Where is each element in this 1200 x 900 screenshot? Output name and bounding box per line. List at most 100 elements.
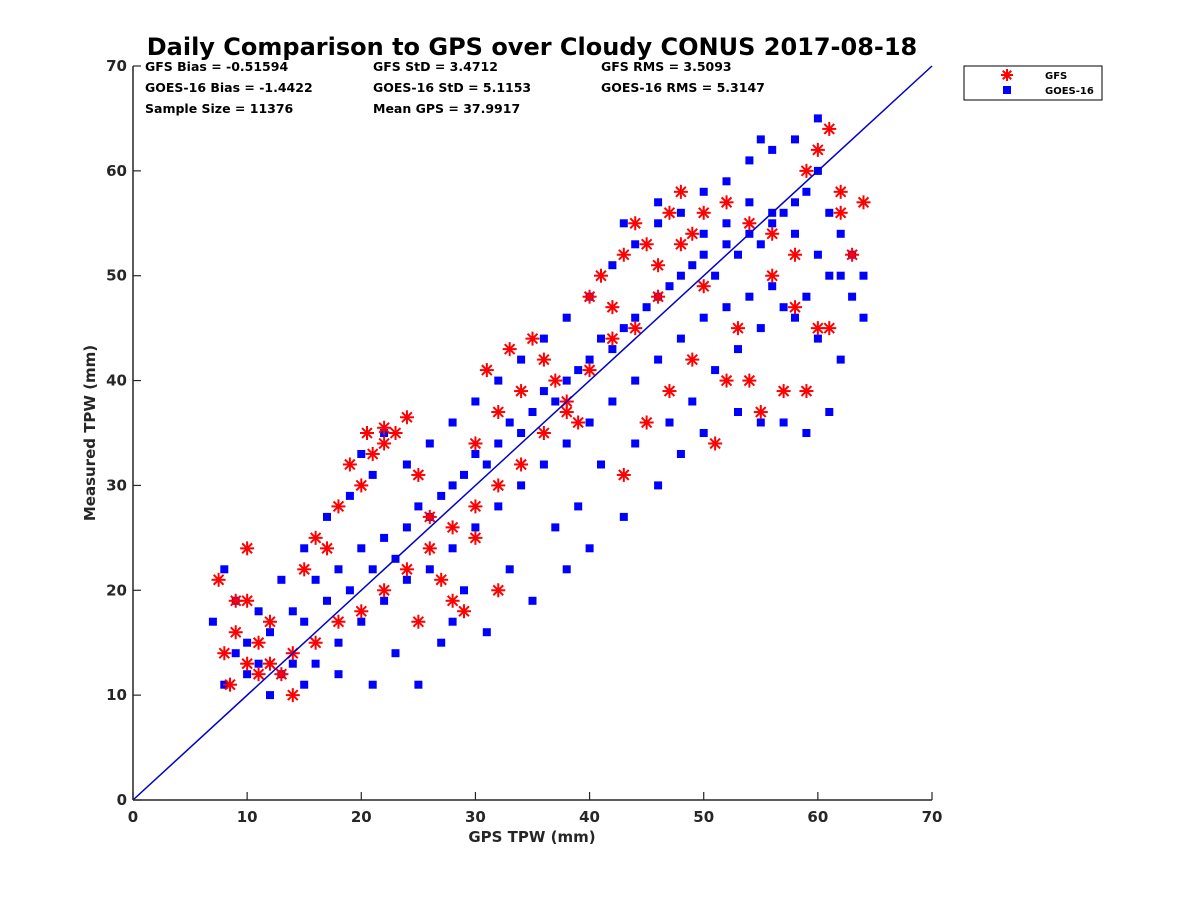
goes16-point <box>482 460 491 469</box>
goes16-point <box>539 387 548 396</box>
goes16-point <box>631 313 640 322</box>
gfs-point <box>399 410 414 425</box>
stats-block: GFS Bias = -0.51594 GFS StD = 3.4712 GFS… <box>145 59 765 116</box>
gfs-point <box>536 352 551 367</box>
goes16-point <box>688 397 697 406</box>
goes16-point <box>745 198 754 207</box>
gfs-point <box>605 331 620 346</box>
gfs-point <box>822 121 837 136</box>
gfs-point <box>377 436 392 451</box>
gfs-point <box>593 268 608 283</box>
goes16-point <box>756 324 765 333</box>
gfs-point <box>240 656 255 671</box>
gfs-point <box>262 656 277 671</box>
gfs-point <box>765 268 780 283</box>
goes16-point <box>836 271 845 280</box>
stat-goes16-bias: GOES-16 Bias = -1.4422 <box>145 80 313 95</box>
x-tick-label: 60 <box>807 808 828 826</box>
y-tick-label: 0 <box>117 791 127 809</box>
gfs-point <box>628 321 643 336</box>
gfs-point <box>730 321 745 336</box>
stat-gfs-bias: GFS Bias = -0.51594 <box>145 59 288 74</box>
goes16-point <box>597 334 605 343</box>
goes16-point <box>825 408 834 416</box>
goes16-point <box>528 596 537 605</box>
gfs-point <box>673 184 688 199</box>
goes16-point <box>756 418 765 427</box>
goes16-point <box>654 355 663 364</box>
plot-area <box>132 65 933 801</box>
gfs-point <box>411 467 426 482</box>
goes16-point <box>494 502 503 511</box>
goes16-point <box>391 649 400 658</box>
goes16-point <box>288 607 297 616</box>
y-tick-label: 60 <box>106 162 127 180</box>
goes16-point <box>562 313 571 322</box>
goes16-point <box>494 439 503 448</box>
goes16-point <box>791 229 799 238</box>
goes16-point <box>585 418 594 427</box>
y-axis-label: Measured TPW (mm) <box>81 345 99 521</box>
x-tick-label: 50 <box>693 808 714 826</box>
gfs-point <box>411 614 426 629</box>
gfs-point <box>639 415 654 430</box>
legend-goes16-label: GOES-16 <box>1045 86 1094 97</box>
goes16-point <box>482 628 491 637</box>
stat-goes16-std: GOES-16 StD = 5.1153 <box>373 80 531 95</box>
gfs-point <box>217 646 232 661</box>
gfs-point <box>388 426 403 440</box>
gfs-point <box>810 142 825 157</box>
goes16-point <box>734 408 742 416</box>
gfs-point <box>422 509 437 524</box>
goes16-point <box>562 439 571 448</box>
goes16-point <box>448 544 457 553</box>
goes16-point <box>699 187 708 196</box>
gfs-point <box>559 405 574 420</box>
goes16-point <box>711 366 720 375</box>
gfs-point <box>582 289 597 304</box>
goes16-point <box>813 114 822 123</box>
goes16-point <box>654 198 663 207</box>
gfs-point <box>365 446 380 461</box>
goes16-point <box>619 219 628 228</box>
gfs-point <box>548 373 563 388</box>
gfs-point <box>491 405 506 420</box>
goes16-point <box>243 638 252 647</box>
goes16-point <box>585 544 594 553</box>
gfs-point <box>696 205 711 220</box>
gfs-point <box>651 258 666 273</box>
gfs-point <box>331 614 346 629</box>
goes16-point <box>460 470 468 479</box>
gfs-point <box>639 237 654 252</box>
gfs-point <box>377 583 392 598</box>
goes16-point <box>688 261 697 270</box>
goes16-point <box>676 450 685 458</box>
goes16-point <box>791 135 799 144</box>
goes16-point <box>402 460 411 469</box>
x-tick-label: 0 <box>128 808 138 826</box>
goes16-point <box>311 659 320 668</box>
goes16-point <box>836 229 845 238</box>
goes16-point <box>220 565 229 574</box>
goes16-point <box>802 187 811 196</box>
gfs-point <box>662 384 677 399</box>
goes16-point <box>254 607 263 616</box>
goes16-point <box>631 240 640 249</box>
goes16-point <box>437 491 446 500</box>
goes16-point <box>619 324 628 333</box>
gfs-point <box>434 572 449 587</box>
goes16-point <box>243 670 252 679</box>
gfs-point <box>320 541 335 556</box>
stat-sample-size: Sample Size = 11376 <box>145 101 294 116</box>
goes16-point <box>779 208 788 217</box>
gfs-point <box>845 247 860 262</box>
goes16-point <box>654 481 663 490</box>
gfs-point <box>274 667 289 682</box>
goes16-point <box>699 250 708 259</box>
goes16-point <box>665 282 674 291</box>
goes16-point <box>699 429 708 437</box>
goes16-point <box>779 303 788 312</box>
goes16-point <box>836 355 845 364</box>
gfs-point <box>525 331 540 346</box>
